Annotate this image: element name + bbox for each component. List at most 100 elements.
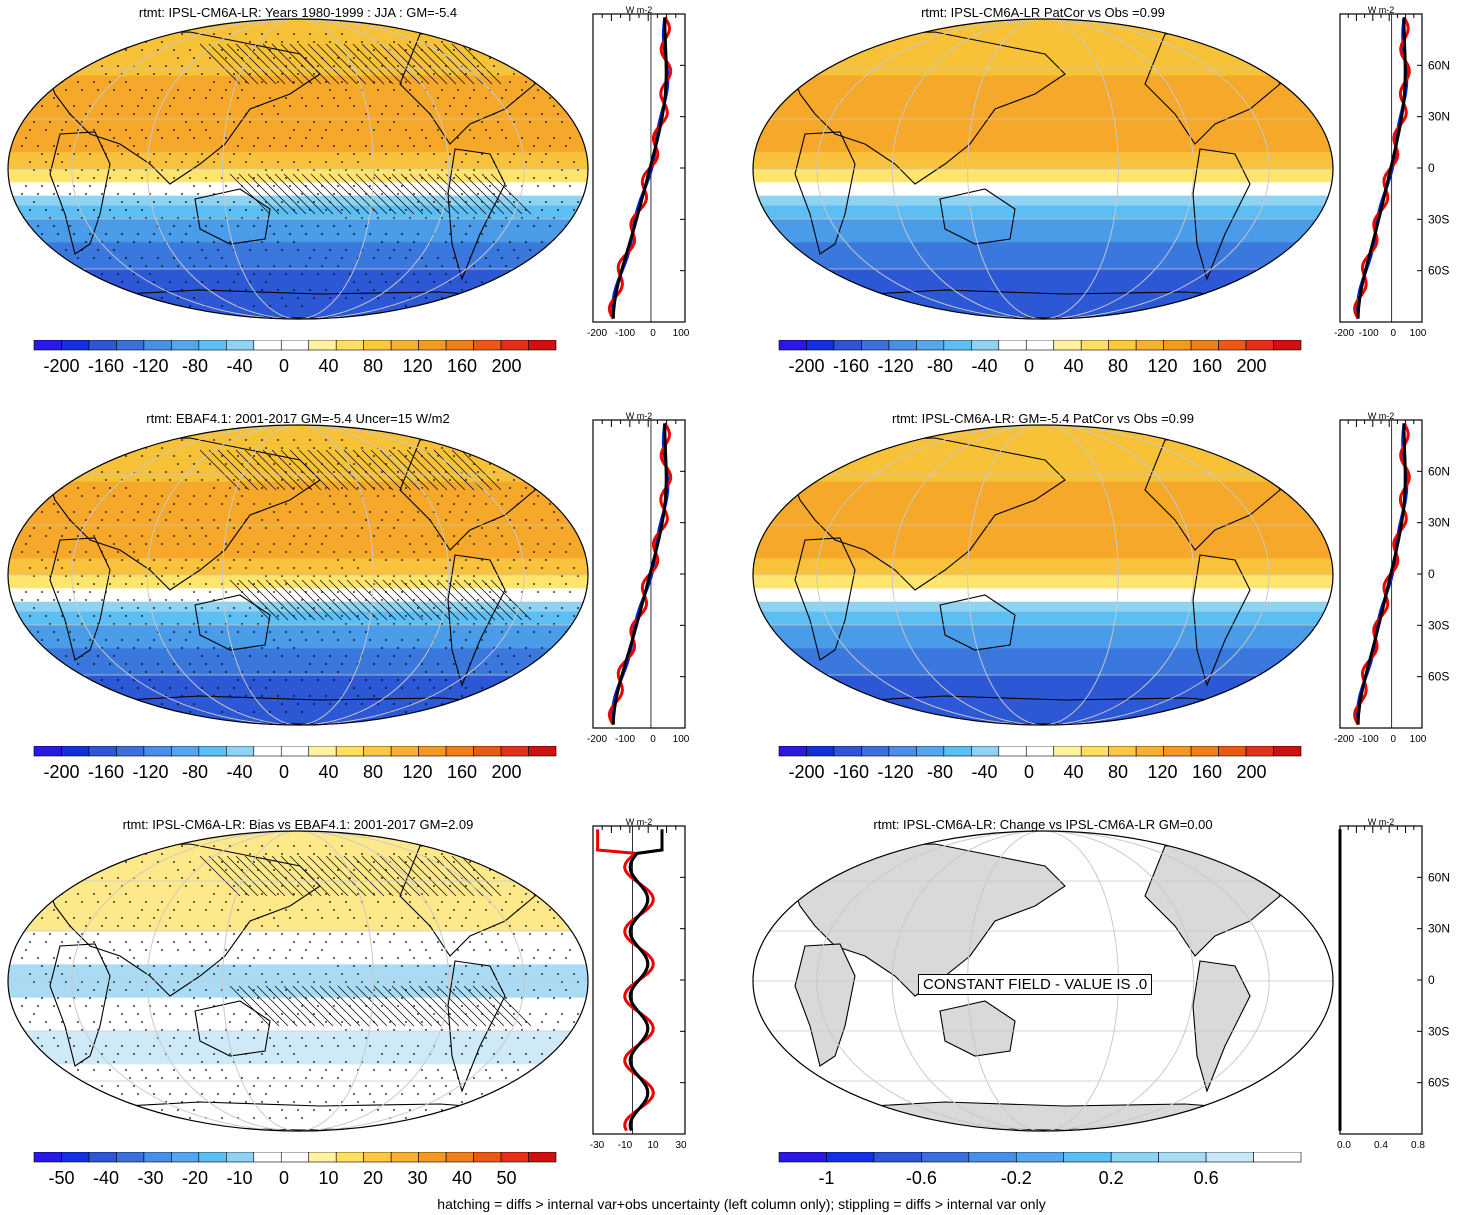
- stipple-dot: [81, 1109, 83, 1111]
- stipple-dot: [93, 711, 95, 713]
- stipple-dot: [397, 551, 399, 553]
- stipple-dot: [377, 655, 379, 657]
- stipple-dot: [45, 567, 47, 569]
- stipple-dot: [217, 655, 219, 657]
- stipple-dot: [393, 655, 395, 657]
- coastline: [784, 31, 1066, 185]
- stipple-dot: [337, 671, 339, 673]
- stipple-dot: [89, 559, 91, 561]
- stipple-dot: [53, 909, 55, 911]
- stipple-dot: [193, 297, 195, 299]
- stipple-dot: [349, 877, 351, 879]
- stipple-dot: [245, 439, 247, 441]
- stipple-dot: [25, 511, 27, 513]
- colorbar-label: -120: [877, 762, 913, 782]
- stipple-dot: [109, 941, 111, 943]
- stipple-dot: [269, 1085, 271, 1087]
- stipple-dot: [265, 687, 267, 689]
- hatch-line: [418, 985, 460, 1027]
- stipple-dot: [553, 917, 555, 919]
- stipple-dot: [345, 217, 347, 219]
- stipple-dot: [277, 209, 279, 211]
- stipple-dot: [137, 639, 139, 641]
- field-band: [753, 515, 1333, 519]
- stipple-dot: [477, 567, 479, 569]
- stipple-dot: [481, 121, 483, 123]
- stipple-dot: [525, 647, 527, 649]
- stipple-dot: [217, 607, 219, 609]
- field-band: [8, 481, 588, 486]
- stipple-dot: [85, 957, 87, 959]
- stipple-dot: [509, 695, 511, 697]
- stipple-dot: [501, 49, 503, 51]
- stipple-dot: [349, 1037, 351, 1039]
- colorbar-swatch: [1205, 1152, 1254, 1163]
- stipple-dot: [405, 711, 407, 713]
- stipple-dot: [561, 1093, 563, 1095]
- stipple-dot: [449, 639, 451, 641]
- stipple-dot: [113, 297, 115, 299]
- stipple-dot: [113, 623, 115, 625]
- stipple-dot: [225, 869, 227, 871]
- stipple-dot: [549, 225, 551, 227]
- stipple-dot: [101, 113, 103, 115]
- field-band: [753, 155, 1333, 160]
- stipple-dot: [365, 519, 367, 521]
- hatch-line: [373, 985, 415, 1027]
- hatch-line: [280, 449, 322, 491]
- hatch-line: [265, 579, 307, 621]
- stipple-dot: [301, 225, 303, 227]
- stipple-dot: [381, 65, 383, 67]
- hatch-line: [472, 579, 514, 621]
- stipple-dot: [417, 559, 419, 561]
- field-band: [753, 841, 1333, 845]
- stipple-dot: [493, 113, 495, 115]
- stipple-dot: [389, 257, 391, 259]
- stipple-dot: [417, 1013, 419, 1015]
- hatch-line: [301, 579, 343, 621]
- stipple-dot: [101, 551, 103, 553]
- stipple-dot: [85, 599, 87, 601]
- colorbar-label: -80: [927, 762, 953, 782]
- stipple-dot: [509, 193, 511, 195]
- stipple-dot: [441, 1077, 443, 1079]
- stipple-dot: [121, 607, 123, 609]
- stipple-dot: [209, 901, 211, 903]
- stipple-dot: [129, 217, 131, 219]
- stipple-dot: [225, 591, 227, 593]
- stipple-dot: [233, 885, 235, 887]
- field-band: [8, 1124, 588, 1129]
- stipple-dot: [445, 241, 447, 243]
- stipple-dot: [305, 463, 307, 465]
- stipple-dot: [177, 495, 179, 497]
- colorbar-swatch: [528, 340, 557, 351]
- colorbar-swatch: [888, 340, 917, 351]
- stipple-dot: [409, 703, 411, 705]
- stipple-dot: [133, 925, 135, 927]
- colorbar-swatch: [418, 1152, 447, 1163]
- stipple-dot: [137, 1013, 139, 1015]
- stipple-dot: [493, 925, 495, 927]
- stipple-dot: [45, 33, 47, 35]
- stipple-dot: [541, 439, 543, 441]
- stipple-dot: [253, 909, 255, 911]
- colorbar-label: -40: [971, 356, 997, 376]
- stipple-dot: [185, 639, 187, 641]
- stipple-dot: [409, 1061, 411, 1063]
- field-band: [753, 1071, 1333, 1075]
- profile-lat-label: 30S: [1428, 1024, 1449, 1038]
- stipple-dot: [389, 1021, 391, 1023]
- stipple-dot: [245, 845, 247, 847]
- stipple-dot: [385, 105, 387, 107]
- stipple-dot: [481, 559, 483, 561]
- stipple-dot: [545, 281, 547, 283]
- stipple-dot: [269, 273, 271, 275]
- stipple-dot: [41, 265, 43, 267]
- stipple-dot: [377, 495, 379, 497]
- field-band: [753, 139, 1333, 143]
- stipple-dot: [113, 169, 115, 171]
- stipple-dot: [57, 511, 59, 513]
- stipple-dot: [461, 695, 463, 697]
- stipple-dot: [249, 1061, 251, 1063]
- stipple-dot: [313, 575, 315, 577]
